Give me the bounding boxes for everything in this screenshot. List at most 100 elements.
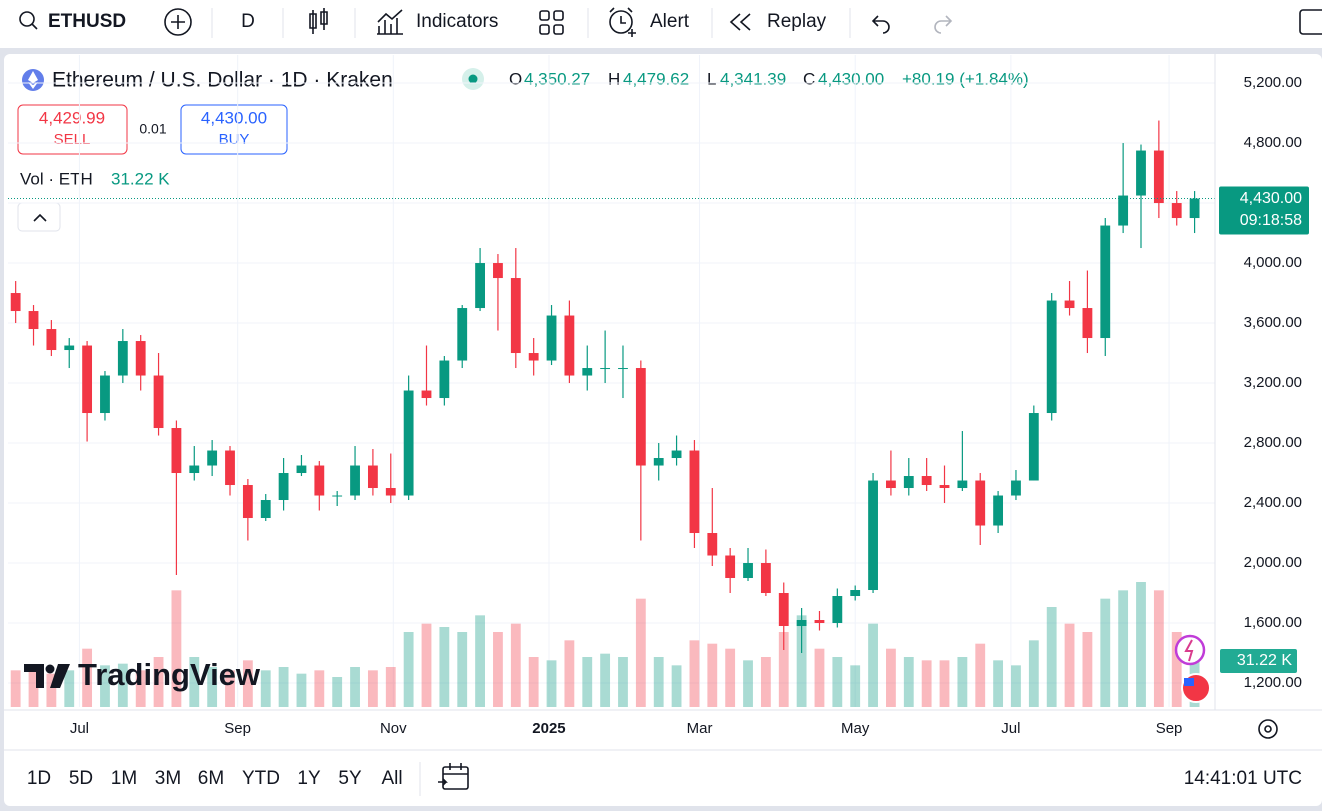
volume-bar [1136, 582, 1146, 707]
volume-bar [1028, 640, 1039, 707]
collapse-legend[interactable] [17, 202, 61, 232]
grid-icon [553, 10, 564, 21]
volume-bar [671, 665, 682, 707]
plus-icon-cross [171, 15, 185, 29]
x-tick-label: May [841, 720, 870, 737]
volume-bar [100, 665, 110, 707]
volume-bar [1082, 632, 1093, 707]
range-button[interactable]: 6M [198, 768, 224, 789]
candle-body [582, 368, 593, 376]
candle-body [743, 563, 753, 579]
x-tick-label: Nov [380, 720, 407, 737]
ohlc-value: 4,341.39 [720, 69, 786, 88]
alert-icon [609, 10, 633, 34]
countdown: 09:18:58 [1240, 212, 1302, 229]
candle-body [493, 263, 503, 279]
range-button[interactable]: 1M [111, 768, 137, 789]
volume-bar [725, 648, 736, 707]
candle-body [886, 480, 896, 489]
candle-body [475, 263, 485, 309]
range-button[interactable]: 5Y [338, 768, 362, 789]
volume-bar [832, 657, 843, 707]
layouts-button[interactable] [539, 10, 564, 35]
candle-body [975, 480, 986, 526]
watermark-logo-dot [45, 664, 55, 674]
candle-body [225, 450, 235, 486]
settings-button[interactable] [1258, 719, 1278, 739]
volume-bar [46, 673, 57, 707]
candle-body [725, 555, 736, 579]
volume-bar [28, 667, 39, 707]
buy-price: 4,430.00 [201, 108, 267, 127]
range-button[interactable]: 3M [155, 768, 181, 789]
buy-button[interactable]: 4,430.00 BUY [180, 104, 288, 155]
volume-bar [225, 670, 235, 707]
ohlc-key: O [509, 69, 522, 88]
volume-bar [957, 657, 968, 707]
grid-icon [539, 24, 550, 35]
candle-body [1028, 413, 1039, 481]
volume-badge-label: 31.22 K [1237, 652, 1292, 669]
gear-icon [1258, 719, 1278, 739]
go-to-date[interactable] [438, 763, 469, 790]
top-toolbar [0, 0, 1322, 48]
range-button[interactable]: 1Y [297, 768, 321, 789]
sell-button[interactable]: 4,429.99 SELL [17, 104, 128, 155]
replay-button[interactable]: Replay [729, 11, 827, 32]
interval-button[interactable]: D [241, 11, 255, 32]
range-button[interactable]: 1D [27, 768, 51, 789]
redo-button[interactable] [934, 15, 953, 34]
volume-bar [153, 657, 164, 707]
indicators-button[interactable]: Indicators [377, 9, 498, 35]
candle-body [135, 341, 146, 376]
volume-bar [939, 660, 950, 707]
candle-body [939, 485, 950, 489]
volume-bar [135, 670, 146, 707]
y-tick-label: 5,200.00 [1244, 74, 1302, 91]
sell-box [17, 104, 128, 155]
volume-bar [850, 665, 861, 707]
candle-body [403, 390, 414, 496]
candle-body [1153, 150, 1164, 204]
candle-body [1171, 203, 1182, 219]
volume-bar [814, 648, 825, 707]
alert-button[interactable]: Alert [609, 7, 690, 37]
range-button[interactable]: 5D [69, 768, 93, 789]
chart-type-button[interactable] [309, 8, 328, 34]
volume-bar [528, 657, 539, 707]
y-tick-label: 4,800.00 [1244, 134, 1302, 151]
candle-body [635, 368, 646, 466]
volume-bar [510, 623, 521, 707]
volume-bar [171, 590, 182, 707]
compare-button[interactable] [164, 8, 192, 36]
y-tick-label: 1,600.00 [1244, 614, 1302, 631]
candle-body [153, 375, 164, 429]
flag-canton [1184, 678, 1194, 686]
candle-body [1011, 480, 1021, 496]
candle-body [439, 360, 450, 399]
last-price-badge [1219, 186, 1309, 235]
candle-body [832, 596, 843, 624]
symbol-search[interactable]: ETHUSD [19, 11, 126, 32]
overlay-icons[interactable] [1174, 634, 1211, 703]
candle-body [1136, 150, 1146, 196]
volume-bar [1064, 623, 1075, 707]
indicators-label: Indicators [416, 11, 498, 32]
volume-bar [475, 615, 485, 707]
range-button[interactable]: All [381, 768, 402, 789]
candle-body [457, 308, 468, 361]
clock[interactable]: 14:41:01 UTC [1184, 768, 1302, 789]
gear-hub [1264, 725, 1272, 733]
panel-toggle[interactable] [1299, 9, 1322, 35]
range-button[interactable]: YTD [242, 768, 280, 789]
plot: 1,200.00 1,600.00 2,000.00 2,400.00 2,800.00… [8, 55, 1309, 737]
undo-button[interactable] [871, 15, 890, 34]
candle-body [707, 533, 718, 556]
volume-bar [439, 627, 450, 707]
volume-bar [367, 670, 378, 707]
candle-body [421, 390, 432, 399]
candle-body [1082, 308, 1093, 339]
spread: 0.01 [139, 121, 166, 137]
chevron-up [33, 213, 47, 222]
